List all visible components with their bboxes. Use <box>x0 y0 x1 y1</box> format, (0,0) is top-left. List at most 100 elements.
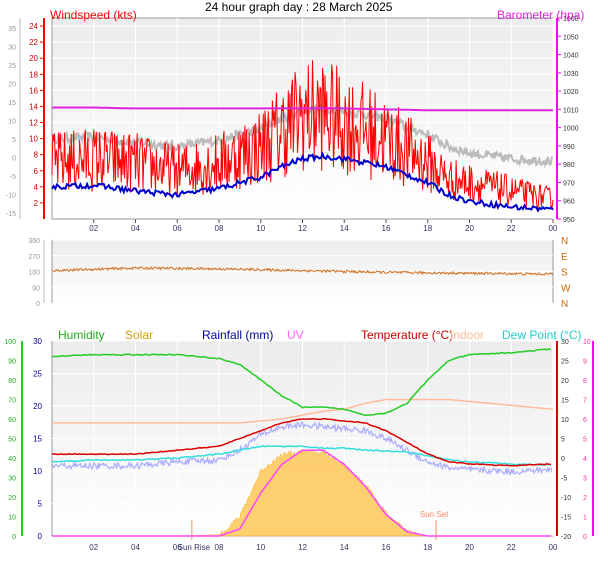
uv-tick-label: 5 <box>583 437 587 444</box>
wind-y-tick-label: 18 <box>29 70 38 79</box>
temperature-x-tick-label: 16 <box>382 543 391 552</box>
wind-y-tick-label: 16 <box>29 86 38 95</box>
compass-label: N <box>561 236 568 247</box>
uv-tick-label: 0 <box>583 534 587 541</box>
wind-x-tick-label: 18 <box>423 224 432 233</box>
direction-tick-label: 270 <box>28 254 40 261</box>
compass-label: W <box>561 283 571 294</box>
humidity-tick-label: 40 <box>8 456 16 463</box>
temperature-tick-label: 25 <box>561 359 569 366</box>
temperature-x-tick-label: 20 <box>465 543 474 552</box>
rain-tick-label: 15 <box>33 435 42 444</box>
direction-tick-label: 360 <box>28 238 40 245</box>
barometer-tick-label: 1030 <box>563 71 579 78</box>
barometer-tick-label: 960 <box>563 199 575 206</box>
wind-y-tick-label: 24 <box>29 22 38 31</box>
temperature-x-tick-label: 22 <box>507 543 516 552</box>
sunset-label: Sun Set <box>420 510 449 519</box>
wind-outer-tick-label: 5 <box>12 137 16 144</box>
barometer-header: Barometer (hpa) <box>497 8 584 22</box>
uv-header: UV <box>287 328 304 342</box>
uv-tick-label: 1 <box>583 515 587 522</box>
uv-tick-label: 9 <box>583 359 587 366</box>
wind-outer-tick-label: 15 <box>8 100 16 107</box>
wind-x-tick-label: 06 <box>173 224 182 233</box>
wind-outer-tick-label: 10 <box>8 119 16 126</box>
uv-tick-label: 10 <box>583 339 591 346</box>
uv-tick-label: 8 <box>583 378 587 385</box>
compass-label: N <box>561 299 568 310</box>
sunrise-label: Sun Rise <box>178 543 211 552</box>
rain-tick-label: 30 <box>33 337 42 346</box>
temperature-tick-label: 10 <box>561 417 569 424</box>
wind-y-tick-label: 12 <box>29 119 38 128</box>
temperature-tick-label: 15 <box>561 398 569 405</box>
humidity-tick-label: 10 <box>8 515 16 522</box>
temperature-header: Temperature (°C) <box>361 328 453 342</box>
dewpoint-header: Dew Point (°C) <box>502 328 581 342</box>
humidity-tick-label: 20 <box>8 495 16 502</box>
wind-y-tick-label: 4 <box>34 183 39 192</box>
rain-tick-label: 10 <box>33 467 42 476</box>
wind-x-tick-label: 02 <box>89 224 98 233</box>
wind-outer-tick-label: 20 <box>8 82 16 89</box>
barometer-tick-label: 1040 <box>563 53 579 60</box>
rain-tick-label: 25 <box>33 370 42 379</box>
wind-outer-tick-label: -5 <box>10 174 16 181</box>
page-title: 24 hour graph day : 28 March 2025 <box>205 0 392 14</box>
wind-x-tick-label: 12 <box>298 224 307 233</box>
wind-x-tick-label: 16 <box>382 224 391 233</box>
rain-tick-label: 5 <box>38 500 43 509</box>
humidity-tick-label: 0 <box>12 534 16 541</box>
uv-tick-label: 7 <box>583 398 587 405</box>
barometer-tick-label: 970 <box>563 180 575 187</box>
temperature-x-tick-label: 10 <box>256 543 265 552</box>
wind-x-tick-label: 14 <box>340 224 349 233</box>
temperature-tick-label: 0 <box>561 456 565 463</box>
temperature-tick-label: -10 <box>561 495 571 502</box>
barometer-tick-label: 990 <box>563 144 575 151</box>
wind-x-tick-label: 10 <box>256 224 265 233</box>
wind-outer-tick-label: -15 <box>6 211 16 218</box>
wind-y-tick-label: 20 <box>29 54 38 63</box>
humidity-tick-label: 60 <box>8 417 16 424</box>
windspeed-header: Windspeed (kts) <box>50 8 137 22</box>
uv-tick-label: 2 <box>583 495 587 502</box>
barometer-tick-label: 1020 <box>563 89 579 96</box>
temperature-x-tick-label: 00 <box>549 543 558 552</box>
temperature-x-tick-label: 14 <box>340 543 349 552</box>
wind-outer-tick-label: -10 <box>6 193 16 200</box>
temperature-x-tick-label: 12 <box>298 543 307 552</box>
wind-x-tick-label: 22 <box>507 224 516 233</box>
wind-y-tick-label: 2 <box>34 199 39 208</box>
humidity-header: Humidity <box>58 328 105 342</box>
barometer-tick-label: 1050 <box>563 34 579 41</box>
rainfall-header: Rainfall (mm) <box>202 328 273 342</box>
direction-tick-label: 0 <box>36 301 40 308</box>
temperature-x-tick-label: 04 <box>131 543 140 552</box>
barometer-tick-label: 950 <box>563 217 575 224</box>
rain-tick-label: 0 <box>38 532 43 541</box>
wind-outer-tick-label: 0 <box>12 156 16 163</box>
solar-header: Solar <box>125 328 153 342</box>
wind-y-tick-label: 6 <box>34 167 39 176</box>
indoor-header: Indoor <box>450 328 484 342</box>
compass-label: S <box>561 268 568 279</box>
wind-x-tick-label: 04 <box>131 224 140 233</box>
uv-tick-label: 6 <box>583 417 587 424</box>
wind-x-tick-label: 20 <box>465 224 474 233</box>
wind-y-tick-label: 10 <box>29 135 38 144</box>
humidity-tick-label: 50 <box>8 437 16 444</box>
temperature-tick-label: 20 <box>561 378 569 385</box>
uv-tick-label: 4 <box>583 456 587 463</box>
humidity-tick-label: 100 <box>4 339 16 346</box>
temperature-tick-label: -5 <box>561 476 567 483</box>
barometer-tick-label: 980 <box>563 162 575 169</box>
temperature-tick-label: -15 <box>561 515 571 522</box>
wind-outer-tick-label: 30 <box>8 45 16 52</box>
temperature-x-tick-label: 08 <box>215 543 224 552</box>
compass-label: E <box>561 252 568 263</box>
humidity-tick-label: 70 <box>8 398 16 405</box>
wind-y-tick-label: 22 <box>29 38 38 47</box>
